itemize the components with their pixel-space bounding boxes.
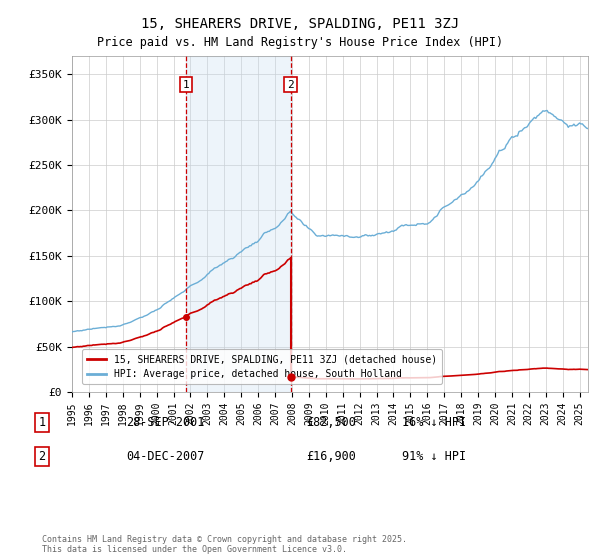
- Text: 1: 1: [182, 80, 190, 90]
- Text: 91% ↓ HPI: 91% ↓ HPI: [402, 450, 466, 463]
- Legend: 15, SHEARERS DRIVE, SPALDING, PE11 3ZJ (detached house), HPI: Average price, det: 15, SHEARERS DRIVE, SPALDING, PE11 3ZJ (…: [82, 349, 442, 384]
- Text: Contains HM Land Registry data © Crown copyright and database right 2025.
This d: Contains HM Land Registry data © Crown c…: [42, 535, 407, 554]
- Text: 16% ↓ HPI: 16% ↓ HPI: [402, 416, 466, 430]
- Bar: [186, 56, 290, 392]
- Text: 15, SHEARERS DRIVE, SPALDING, PE11 3ZJ: 15, SHEARERS DRIVE, SPALDING, PE11 3ZJ: [141, 17, 459, 31]
- Text: Price paid vs. HM Land Registry's House Price Index (HPI): Price paid vs. HM Land Registry's House …: [97, 36, 503, 49]
- Text: 1: 1: [38, 416, 46, 430]
- Text: 04-DEC-2007: 04-DEC-2007: [126, 450, 205, 463]
- Text: 28-SEP-2001: 28-SEP-2001: [126, 416, 205, 430]
- Text: £82,500: £82,500: [306, 416, 356, 430]
- Text: 2: 2: [38, 450, 46, 463]
- Text: £16,900: £16,900: [306, 450, 356, 463]
- Text: 2: 2: [287, 80, 294, 90]
